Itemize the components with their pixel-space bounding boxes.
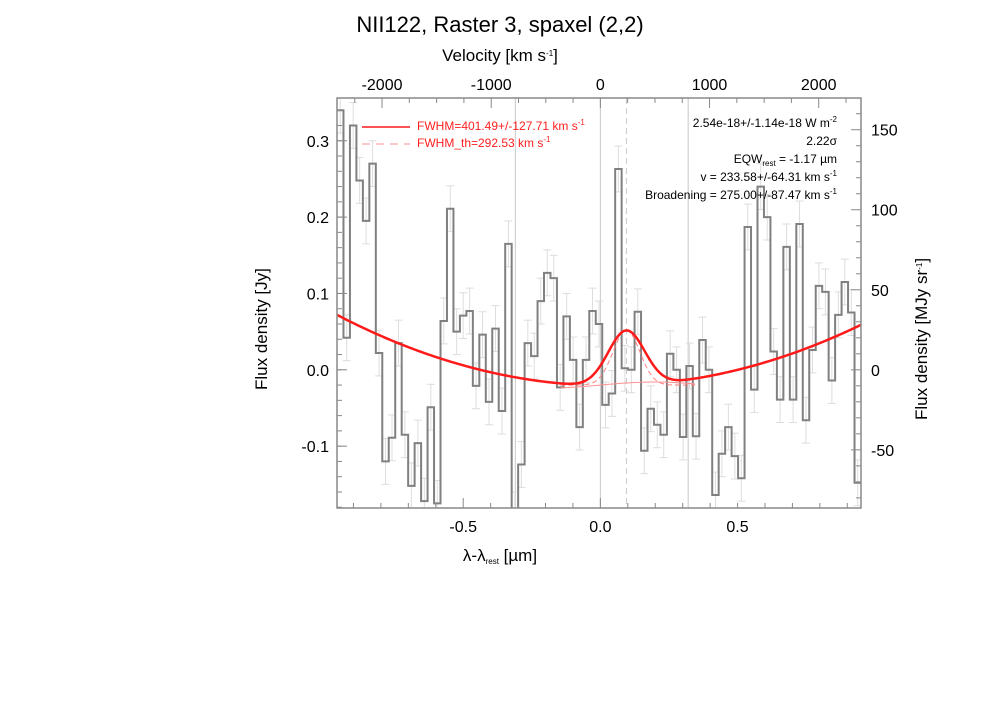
right-tick-label: -50	[871, 443, 894, 460]
spectrum-histogram	[337, 109, 861, 508]
theoretical-gaussian-dashed	[560, 329, 696, 386]
right-axis-label: Flux density [MJy sr-1]	[912, 257, 931, 420]
y-tick-label: 0.3	[307, 134, 329, 151]
y-tick-label: -0.1	[301, 439, 329, 456]
top-tick-label: 0	[596, 77, 605, 94]
legend-fwhm-th: FWHM_th=292.53 km s-1	[417, 135, 551, 151]
annotation-snr: 2.22σ	[806, 134, 837, 148]
x-tick-label: -0.5	[449, 519, 477, 536]
right-tick-label: 100	[871, 203, 898, 220]
annotation-velocity: v = 233.58+/-64.31 km s-1	[700, 169, 837, 185]
x-tick-label: 0.0	[589, 519, 611, 536]
chart-title: NII122, Raster 3, spaxel (2,2)	[356, 12, 644, 37]
top-tick-label: 1000	[692, 77, 728, 94]
x-tick-label: 0.5	[726, 519, 748, 536]
continuum-component	[560, 381, 696, 389]
y-tick-label: 0.1	[307, 286, 329, 303]
right-tick-label: 50	[871, 283, 889, 300]
x-axis-label: λ-λrest [µm]	[462, 546, 538, 566]
top-tick-label: -1000	[471, 77, 512, 94]
top-axis-label: Velocity [km s-1]	[442, 46, 558, 65]
right-tick-label: 150	[871, 123, 898, 140]
fit-curve	[337, 313, 861, 386]
y-axis-label: Flux density [Jy]	[252, 268, 271, 390]
top-tick-label: -2000	[362, 77, 403, 94]
y-tick-label: 0.2	[307, 210, 329, 227]
annotation-flux: 2.54e-18+/-1.14e-18 W m-2	[692, 115, 837, 131]
y-tick-label: 0.0	[307, 363, 329, 380]
top-tick-label: 2000	[801, 77, 837, 94]
legend-fwhm: FWHM=401.49+/-127.71 km s-1	[417, 118, 585, 134]
plot-frame	[336, 97, 862, 509]
right-tick-label: 0	[871, 363, 880, 380]
annotation-broadening: Broadening = 275.00+/-87.47 km s-1	[645, 187, 837, 203]
annotation-eqw: EQWrest = -1.17 µm	[733, 152, 837, 168]
